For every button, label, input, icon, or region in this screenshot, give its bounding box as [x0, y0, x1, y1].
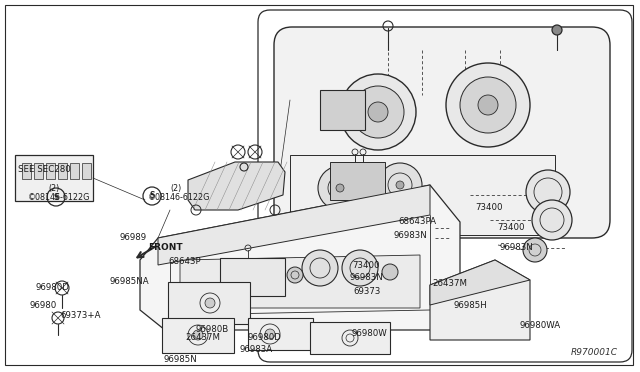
Text: 69373+A: 69373+A: [60, 311, 100, 320]
Polygon shape: [158, 185, 430, 265]
Bar: [82, 163, 91, 179]
Circle shape: [302, 250, 338, 286]
Text: 96980W: 96980W: [352, 328, 388, 337]
Circle shape: [532, 200, 572, 240]
Bar: [168, 282, 250, 324]
Bar: [22, 163, 31, 179]
Text: 96980: 96980: [30, 301, 57, 310]
Text: 68643PA: 68643PA: [398, 218, 436, 227]
Text: 26437M: 26437M: [185, 334, 220, 343]
Circle shape: [446, 63, 530, 147]
Text: 73400: 73400: [475, 203, 502, 212]
Text: 96983N: 96983N: [394, 231, 428, 241]
FancyBboxPatch shape: [274, 27, 610, 238]
Text: 96985NA: 96985NA: [110, 278, 150, 286]
Circle shape: [205, 298, 215, 308]
Text: ©08146-6122G: ©08146-6122G: [148, 193, 211, 202]
Text: S: S: [149, 192, 155, 201]
Text: 96985N: 96985N: [163, 356, 196, 365]
Bar: [70, 163, 79, 179]
Text: 96983A: 96983A: [240, 346, 273, 355]
Bar: [34, 163, 43, 179]
Text: ©08146-6122G: ©08146-6122G: [28, 193, 90, 202]
Circle shape: [378, 163, 422, 207]
Polygon shape: [180, 255, 420, 308]
Polygon shape: [430, 260, 530, 340]
Bar: [58, 163, 67, 179]
Circle shape: [526, 170, 570, 214]
Circle shape: [552, 25, 562, 35]
Text: 96989: 96989: [120, 234, 147, 243]
Circle shape: [193, 330, 203, 340]
Text: 73400: 73400: [352, 262, 380, 270]
Bar: [46, 163, 55, 179]
Text: 69373: 69373: [353, 288, 380, 296]
Circle shape: [340, 74, 416, 150]
Bar: [248, 318, 313, 350]
Text: 96980D: 96980D: [248, 334, 282, 343]
Text: (2): (2): [48, 183, 60, 192]
Circle shape: [478, 95, 498, 115]
Polygon shape: [188, 162, 285, 210]
Text: 96983N: 96983N: [350, 273, 384, 282]
Text: 96980B: 96980B: [195, 326, 228, 334]
Bar: [290, 155, 555, 235]
Circle shape: [342, 250, 378, 286]
Circle shape: [396, 181, 404, 189]
Text: SEE SEC280: SEE SEC280: [18, 166, 71, 174]
Circle shape: [523, 238, 547, 262]
Bar: [310, 322, 390, 354]
Text: R970001C: R970001C: [571, 348, 618, 357]
Circle shape: [460, 77, 516, 133]
Text: 96985H: 96985H: [453, 301, 487, 310]
Circle shape: [336, 184, 344, 192]
Bar: [162, 318, 234, 353]
Polygon shape: [430, 260, 530, 305]
Bar: [320, 90, 365, 130]
Text: 68643P: 68643P: [168, 257, 200, 266]
Text: FRONT: FRONT: [148, 244, 182, 253]
Circle shape: [352, 86, 404, 138]
Text: 73400: 73400: [497, 222, 525, 231]
FancyBboxPatch shape: [258, 10, 632, 362]
Circle shape: [318, 166, 362, 210]
Circle shape: [265, 329, 275, 339]
Text: 96983N: 96983N: [500, 244, 534, 253]
Bar: [220, 258, 285, 296]
Bar: [330, 162, 385, 200]
Circle shape: [368, 102, 388, 122]
Text: 26437M: 26437M: [432, 279, 467, 288]
Polygon shape: [140, 185, 460, 330]
Circle shape: [287, 267, 303, 283]
Text: (2): (2): [170, 183, 181, 192]
Bar: [15, 155, 93, 201]
Text: 96980D: 96980D: [36, 283, 70, 292]
Text: S: S: [53, 192, 59, 202]
Circle shape: [382, 264, 398, 280]
Text: 96980WA: 96980WA: [520, 321, 561, 330]
